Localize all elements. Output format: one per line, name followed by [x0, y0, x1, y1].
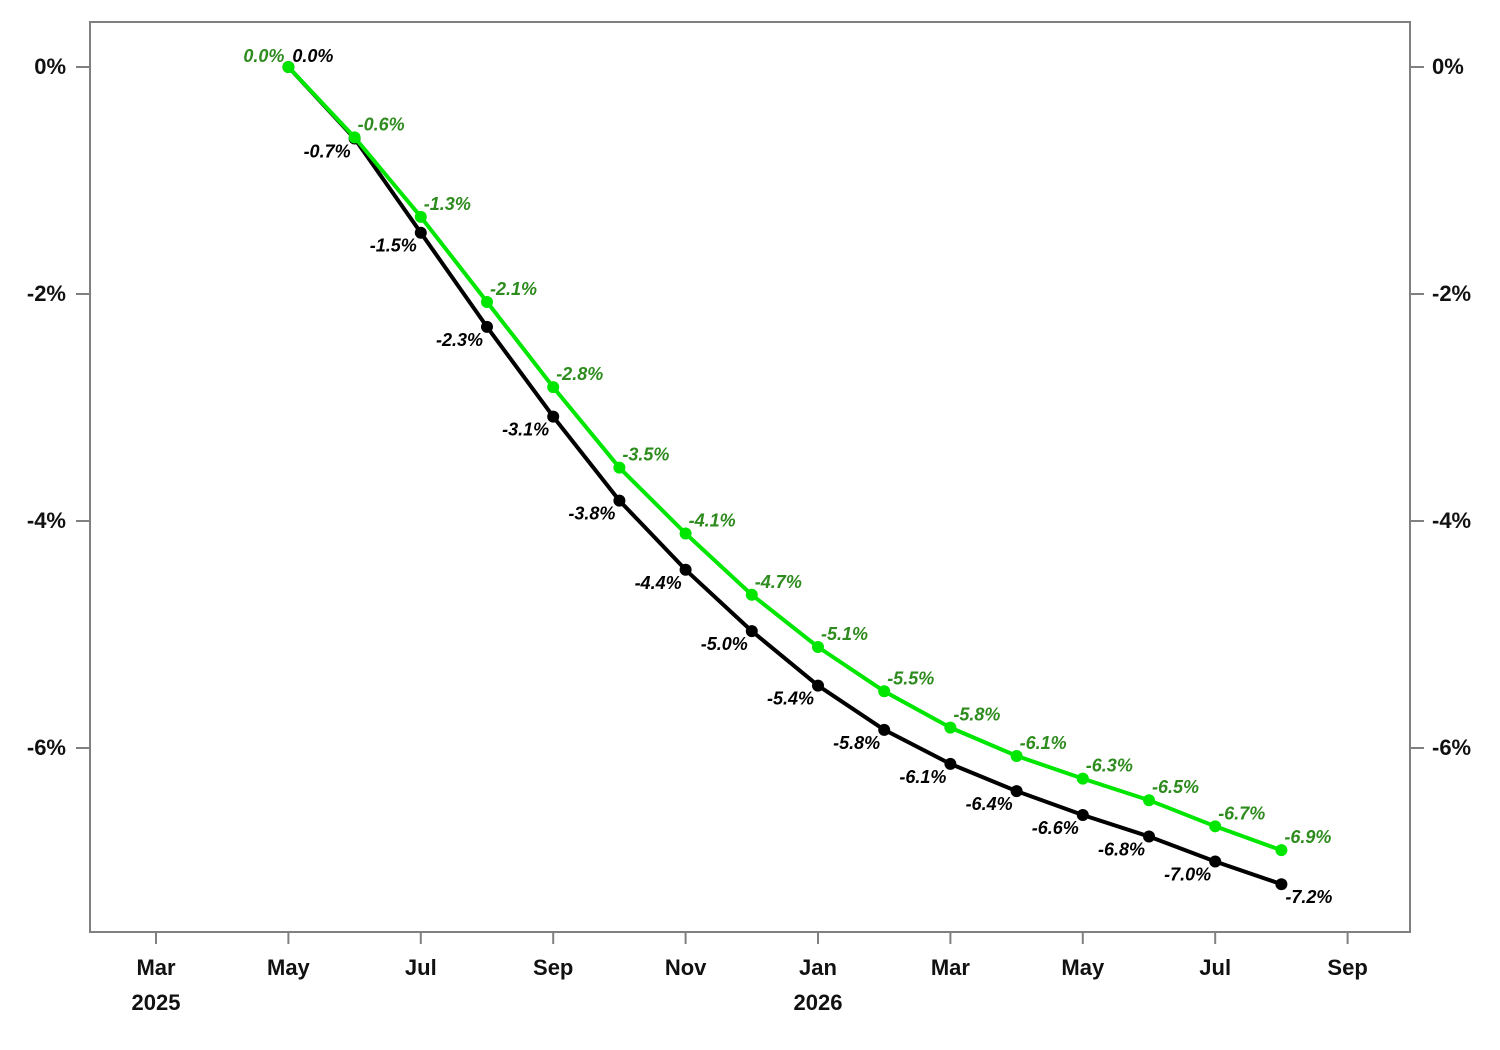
data-label-black: -1.5%: [370, 236, 417, 256]
series-1-point: [1076, 772, 1089, 785]
series-0-point: [1275, 878, 1288, 891]
data-label-green: -4.7%: [755, 572, 802, 592]
y-tick-label-right: -6%: [1432, 735, 1471, 760]
data-label-green: -2.8%: [556, 364, 603, 384]
series-0-point: [812, 679, 824, 692]
data-label-black: -7.2%: [1285, 887, 1332, 907]
data-label-green: -6.1%: [1020, 733, 1067, 753]
series-1-point: [745, 588, 758, 601]
x-tick-label: Mar: [931, 955, 971, 980]
series-1-point: [1010, 749, 1023, 762]
series-1-point: [414, 210, 427, 223]
series-0-point: [414, 226, 427, 239]
data-label-green: 0.0%: [243, 46, 284, 66]
series-1-point: [679, 527, 692, 540]
data-label-black: -7.0%: [1164, 865, 1211, 885]
series-0-point: [878, 723, 891, 736]
data-label-green: -5.5%: [887, 668, 934, 688]
series-0-point: [944, 757, 957, 770]
series-1-point: [812, 640, 824, 653]
y-tick-label-right: 0%: [1432, 54, 1464, 79]
series-0-point: [547, 410, 560, 423]
data-label-green: -0.6%: [358, 114, 405, 134]
series-1-point: [1143, 794, 1155, 807]
data-label-green: -6.5%: [1152, 777, 1199, 797]
axes: 0% 0% -2% -2% -4% -4% -6% -6% Mar 2025 May Jul Sep No…: [27, 54, 1471, 1015]
series-1-point: [613, 461, 626, 474]
series-line-1: [286, 65, 1284, 853]
plot-frame: [89, 21, 1411, 933]
y-tick-label-left: -4%: [27, 508, 66, 533]
data-label-black: -5.4%: [767, 689, 814, 709]
data-label-green: -4.1%: [689, 510, 736, 530]
y-tick-label-left: 0%: [34, 54, 66, 79]
series-1-point: [1209, 820, 1222, 833]
series-1-point: [348, 131, 361, 144]
data-labels: 0.0% -0.7% -1.5% -2.3% -3.1% -3.8% -4.4% -5.0% -…: [243, 46, 1332, 907]
series-0-point: [745, 625, 758, 638]
data-label-green: -5.1%: [821, 624, 868, 644]
y-tick-label-left: -6%: [27, 735, 66, 760]
series-line-0: [286, 65, 1284, 887]
series-0-point: [1209, 855, 1222, 868]
y-tick-label-right: -2%: [1432, 281, 1471, 306]
series-1-point: [878, 685, 891, 698]
data-label-green: -1.3%: [424, 194, 471, 214]
series-0-point: [1076, 808, 1089, 821]
data-label-black: -5.0%: [701, 634, 748, 654]
data-label-black: -3.8%: [568, 504, 615, 524]
data-label-green: -5.8%: [953, 705, 1000, 725]
series-0-point: [1143, 830, 1155, 843]
data-label-green: -6.3%: [1086, 756, 1133, 776]
series-0-point: [613, 494, 626, 507]
data-label-green: -6.9%: [1284, 827, 1331, 847]
x-tick-year-label: 2026: [794, 990, 843, 1015]
data-label-black: -6.1%: [899, 767, 946, 787]
data-label-green: -2.1%: [490, 279, 537, 299]
x-tick-label: May: [1061, 955, 1105, 980]
data-label-black: -4.4%: [635, 573, 682, 593]
series-1-point: [1275, 844, 1288, 857]
x-tick-label: Sep: [533, 955, 573, 980]
data-label-black: -6.6%: [1032, 818, 1079, 838]
data-label-green: -3.5%: [622, 445, 669, 465]
x-tick-label: May: [267, 955, 311, 980]
data-label-black: 0.0%: [292, 46, 333, 66]
series: [282, 61, 1288, 891]
series-0-point: [679, 563, 692, 576]
data-label-black: -6.4%: [966, 794, 1013, 814]
x-tick-label: Mar: [136, 955, 176, 980]
series-1-point: [547, 381, 560, 394]
y-tick-label-left: -2%: [27, 281, 66, 306]
x-tick-label: Jul: [405, 955, 437, 980]
data-label-black: -2.3%: [436, 330, 483, 350]
x-tick-label: Jan: [799, 955, 837, 980]
data-label-black: -0.7%: [304, 142, 351, 162]
series-1-point: [944, 721, 957, 734]
series-1-point: [282, 61, 295, 73]
x-tick-label: Sep: [1327, 955, 1367, 980]
data-label-green: -6.7%: [1218, 803, 1265, 823]
x-tick-year-label: 2025: [132, 990, 181, 1015]
y-tick-label-right: -4%: [1432, 508, 1471, 533]
x-tick-label: Nov: [665, 955, 707, 980]
data-label-black: -6.8%: [1098, 840, 1145, 860]
series-0-point: [481, 320, 493, 333]
series-1-point: [481, 295, 493, 308]
data-label-black: -5.8%: [833, 733, 880, 753]
x-tick-label: Jul: [1199, 955, 1231, 980]
data-label-black: -3.1%: [502, 420, 549, 440]
series-0-point: [1010, 785, 1023, 798]
